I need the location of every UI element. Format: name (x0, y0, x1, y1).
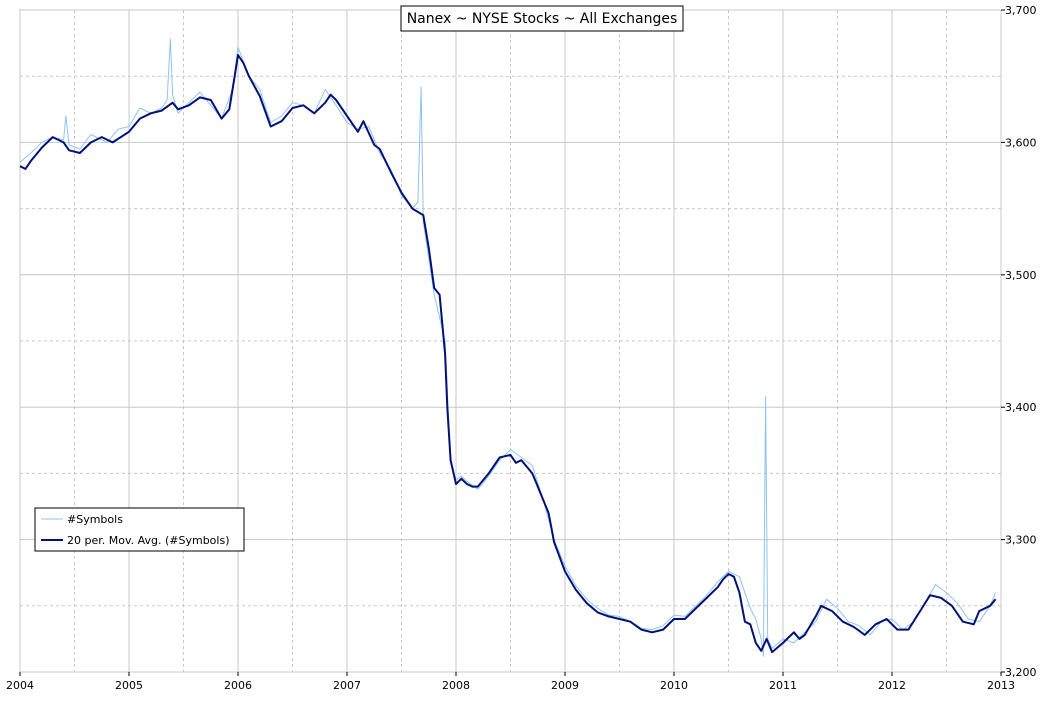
legend-label-symbols: #Symbols (67, 513, 123, 526)
y-tick-label: 3,600 (1005, 136, 1037, 149)
x-tick-label: 2012 (878, 679, 906, 692)
series-line-moving-average (19, 54, 997, 654)
y-tick-label: 3,200 (1005, 666, 1037, 679)
legend-frame (34, 507, 245, 552)
y-tick-label: 3,400 (1005, 401, 1037, 414)
x-tick-label: 2004 (6, 679, 34, 692)
x-tick-label: 2006 (224, 679, 252, 692)
x-tick-label: 2013 (987, 679, 1015, 692)
series-layer (19, 38, 997, 657)
x-tick-label: 2007 (333, 679, 361, 692)
y-tick-label: 3,700 (1005, 4, 1037, 17)
legend: #Symbols 20 per. Mov. Avg. (#Symbols) (34, 507, 245, 552)
chart-title-box: Nanex ~ NYSE Stocks ~ All Exchanges (400, 5, 684, 32)
x-tick-label: 2011 (769, 679, 797, 692)
grid-lines (19, 9, 1002, 673)
x-axis-ticks: 2004 2005 2006 2007 2008 2009 2010 2011 2012 2013 (6, 672, 1015, 692)
y-tick-label: 3,300 (1005, 534, 1037, 547)
legend-label-moving-average: 20 per. Mov. Avg. (#Symbols) (67, 534, 230, 547)
series-line-symbols (19, 38, 997, 657)
x-tick-label: 2008 (442, 679, 470, 692)
chart-title-frame (400, 5, 684, 32)
y-tick-label: 3,500 (1005, 269, 1037, 282)
chart-title: Nanex ~ NYSE Stocks ~ All Exchanges (407, 11, 678, 27)
x-tick-label: 2010 (660, 679, 688, 692)
x-tick-label: 2009 (551, 679, 579, 692)
y-axis-ticks: 3,200 3,300 3,400 3,500 3,600 3,700 (1001, 4, 1037, 679)
x-tick-label: 2005 (115, 679, 143, 692)
